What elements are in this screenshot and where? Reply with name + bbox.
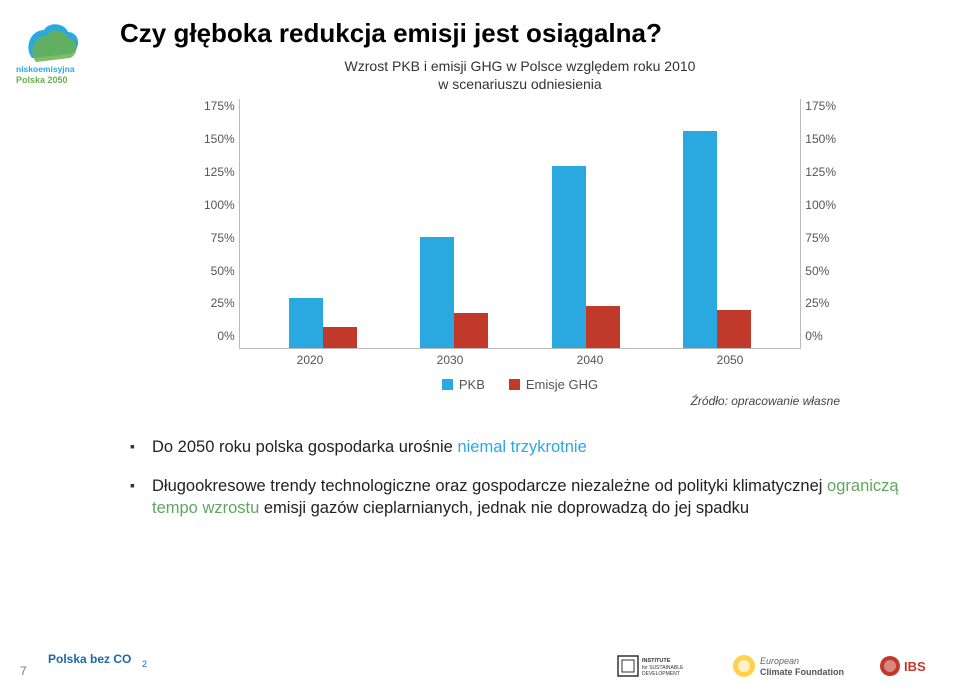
- x-axis: 2020 2030 2040 2050: [200, 349, 840, 367]
- bar: [454, 313, 488, 349]
- x-tick: 2050: [717, 353, 744, 367]
- y-tick: 100%: [204, 198, 235, 212]
- chart-title: Wzrost PKB i emisji GHG w Polsce względe…: [120, 57, 920, 93]
- partner-institute-icon: INSTITUTE for SUSTAINABLE DEVELOPMENT: [616, 650, 702, 684]
- footer-left-logo: Polska bez CO 2: [48, 647, 158, 682]
- y-tick: 0%: [805, 329, 836, 343]
- y-tick: 125%: [204, 165, 235, 179]
- bullet-item: Długookresowe trendy technologiczne oraz…: [130, 475, 920, 520]
- bullet-text: Do 2050 roku polska gospodarka urośnie: [152, 438, 457, 456]
- svg-text:IBS: IBS: [904, 659, 926, 674]
- page-title: Czy głęboka redukcja emisji jest osiągal…: [120, 18, 920, 49]
- bullet-text: Długookresowe trendy technologiczne oraz…: [152, 477, 827, 495]
- y-tick: 175%: [805, 99, 836, 113]
- partner-ibs-icon: IBS: [878, 650, 938, 684]
- bar: [289, 298, 323, 348]
- plot-area: [239, 99, 802, 349]
- legend: PKB Emisje GHG: [200, 377, 840, 392]
- footer-partners: INSTITUTE for SUSTAINABLE DEVELOPMENT Eu…: [616, 650, 938, 684]
- y-tick: 150%: [204, 132, 235, 146]
- legend-item: Emisje GHG: [509, 377, 598, 392]
- chart: 175% 150% 125% 100% 75% 50% 25% 0% 175% 150% 125%…: [200, 99, 840, 408]
- y-tick: 75%: [204, 231, 235, 245]
- y-tick: 25%: [805, 296, 836, 310]
- legend-item: PKB: [442, 377, 485, 392]
- y-axis-right: 175% 150% 125% 100% 75% 50% 25% 0%: [801, 99, 840, 343]
- bar: [717, 310, 751, 349]
- svg-text:DEVELOPMENT: DEVELOPMENT: [642, 671, 680, 677]
- bar-groups: [240, 99, 801, 348]
- x-tick: 2040: [577, 353, 604, 367]
- legend-swatch: [509, 379, 520, 390]
- y-tick: 125%: [805, 165, 836, 179]
- bullet-list: Do 2050 roku polska gospodarka urośnie n…: [120, 436, 920, 519]
- legend-label: PKB: [459, 377, 485, 392]
- svg-text:INSTITUTE: INSTITUTE: [642, 658, 671, 664]
- source-note: Źródło: opracowanie własne: [200, 394, 840, 408]
- svg-text:Climate Foundation: Climate Foundation: [760, 667, 844, 677]
- svg-text:niskoemisyjna: niskoemisyjna: [16, 64, 75, 74]
- bar: [683, 131, 717, 348]
- x-tick: 2020: [297, 353, 324, 367]
- page-number: 7: [20, 664, 27, 678]
- bar-group: [289, 298, 357, 348]
- partner-ecf-icon: European Climate Foundation: [730, 650, 850, 684]
- y-tick: 75%: [805, 231, 836, 245]
- y-tick: 50%: [805, 264, 836, 278]
- y-tick: 100%: [805, 198, 836, 212]
- bar: [552, 166, 586, 349]
- svg-text:Polska bez CO: Polska bez CO: [48, 652, 131, 666]
- svg-text:European: European: [760, 656, 799, 666]
- bar: [586, 306, 620, 349]
- y-tick: 175%: [204, 99, 235, 113]
- svg-text:2: 2: [142, 659, 147, 669]
- y-tick: 150%: [805, 132, 836, 146]
- y-tick: 50%: [204, 264, 235, 278]
- y-axis-left: 175% 150% 125% 100% 75% 50% 25% 0%: [200, 99, 239, 343]
- brand-logo: niskoemisyjna Polska 2050: [14, 14, 104, 86]
- y-tick: 25%: [204, 296, 235, 310]
- bullet-text: emisji gazów cieplarnianych, jednak nie …: [259, 499, 749, 517]
- bar-group: [420, 237, 488, 348]
- bar: [323, 327, 357, 348]
- bullet-item: Do 2050 roku polska gospodarka urośnie n…: [130, 436, 920, 458]
- bar-group: [552, 166, 620, 349]
- bar-group: [683, 131, 751, 348]
- chart-title-line2: w scenariuszu odniesienia: [120, 75, 920, 93]
- chart-title-line1: Wzrost PKB i emisji GHG w Polsce względe…: [120, 57, 920, 75]
- legend-swatch: [442, 379, 453, 390]
- bullet-highlight: niemal trzykrotnie: [457, 438, 586, 456]
- x-tick: 2030: [437, 353, 464, 367]
- svg-text:Polska 2050: Polska 2050: [16, 75, 68, 85]
- y-tick: 0%: [204, 329, 235, 343]
- legend-label: Emisje GHG: [526, 377, 598, 392]
- bar: [420, 237, 454, 348]
